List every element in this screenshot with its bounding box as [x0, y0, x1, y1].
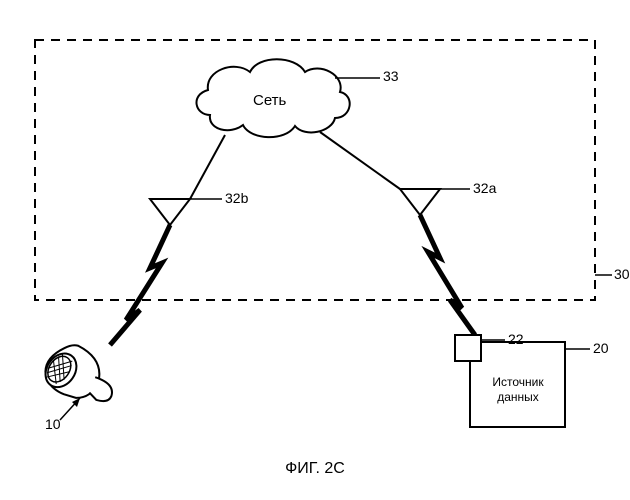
ref-20: 20	[593, 340, 609, 356]
ref-33: 33	[383, 68, 399, 84]
link-cloud-left	[190, 135, 225, 199]
wireless-bolt-right	[420, 215, 475, 335]
ref-10: 10	[45, 416, 61, 432]
link-cloud-right	[320, 132, 400, 189]
data-source-port	[455, 335, 481, 361]
ref-22: 22	[508, 331, 524, 347]
earpiece-icon	[37, 336, 124, 418]
figure-canvas: Сеть 33 30 32b 32a 10 20 22 Источник дан…	[0, 0, 630, 500]
ref-32b: 32b	[225, 190, 248, 206]
wireless-bolt-left	[110, 225, 170, 345]
diagram-svg	[0, 0, 630, 500]
antenna-right-icon	[400, 189, 440, 215]
figure-caption: ФИГ. 2C	[0, 460, 630, 478]
antenna-left-icon	[150, 199, 190, 225]
ref-30: 30	[614, 266, 630, 282]
data-source-label-2: данных	[486, 390, 550, 404]
data-source-label-1: Источник	[486, 375, 550, 389]
cloud-label: Сеть	[253, 92, 286, 109]
ref-32a: 32a	[473, 180, 496, 196]
